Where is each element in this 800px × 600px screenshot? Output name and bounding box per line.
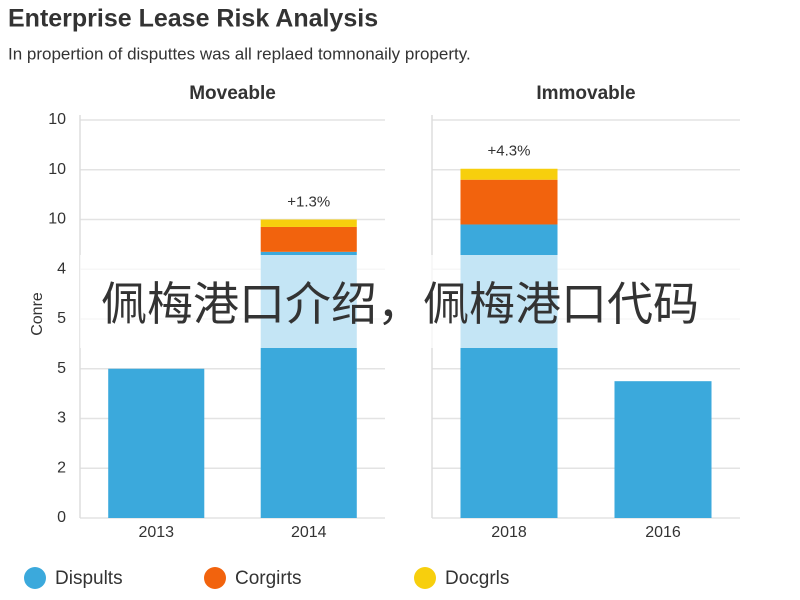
- bar-segment: [260, 226, 357, 252]
- legend-label: Corgirts: [235, 568, 302, 589]
- y-tick-label: 4: [57, 260, 66, 277]
- y-tick-label: 2: [57, 459, 66, 476]
- bar-segment: [108, 368, 205, 518]
- chart-title: Enterprise Lease Risk Analysis: [8, 5, 378, 33]
- legend-label: Docgrls: [445, 568, 509, 589]
- y-tick-label: 5: [57, 360, 66, 377]
- x-tick-label: 2018: [491, 524, 527, 541]
- bar-segment: [460, 179, 558, 225]
- legend-swatch: [24, 567, 46, 589]
- legend-swatch: [414, 567, 436, 589]
- y-axis-label: Conre: [29, 292, 46, 336]
- bar-annotation: +1.3%: [287, 193, 330, 210]
- y-tick-label: 10: [48, 111, 66, 128]
- panel-title: Moveable: [189, 83, 276, 104]
- bar-annotation: +4.3%: [488, 143, 531, 160]
- bar-segment: [460, 168, 558, 180]
- x-tick-label: 2014: [291, 524, 327, 541]
- panel-title: Immovable: [536, 83, 635, 104]
- y-tick-label: 10: [48, 211, 66, 228]
- x-tick-label: 2013: [138, 524, 174, 541]
- y-tick-label: 5: [57, 310, 66, 327]
- y-tick-label: 10: [48, 161, 66, 178]
- bar-segment: [614, 381, 712, 518]
- legend-swatch: [204, 567, 226, 589]
- watermark-band: [80, 255, 740, 348]
- chart-subtitle: In propertion of disputtes was all repla…: [8, 44, 471, 63]
- x-tick-label: 2016: [645, 524, 681, 541]
- y-tick-label: 0: [57, 509, 66, 526]
- bar-segment: [260, 219, 357, 227]
- watermark-text: 佩梅港口介绍，佩梅港口代码: [101, 278, 699, 330]
- y-tick-label: 3: [57, 410, 66, 427]
- legend-label: Dispults: [55, 568, 123, 589]
